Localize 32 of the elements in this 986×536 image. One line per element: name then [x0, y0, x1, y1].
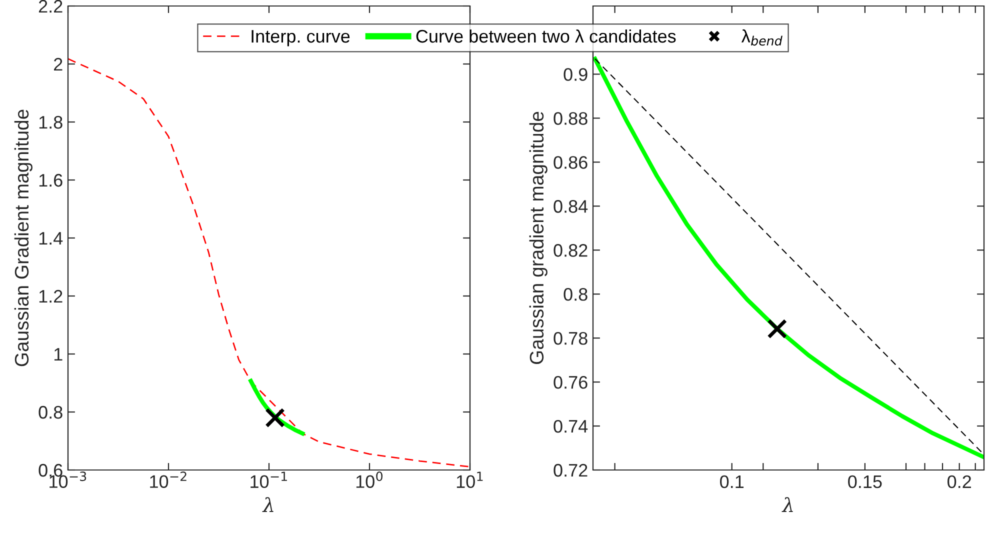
- y-tick-label: 1.4: [39, 232, 63, 245]
- y-tick-label: 1.6: [39, 174, 62, 187]
- legend-label: Interp. curve: [252, 30, 350, 46]
- x-tick-label: 0.15: [848, 475, 882, 488]
- y-tick-label: 0.8: [564, 288, 588, 301]
- x-tick-label: 10$^{0}$: [356, 472, 383, 488]
- x-tick-label: 0.1: [720, 475, 744, 488]
- legend-label: Curve between two λ candidates: [416, 29, 676, 43]
- x-tick-label: 10$^{−2}$: [150, 472, 186, 488]
- x-tick-label: 0.2: [948, 475, 971, 488]
- y-tick-label: 0.82: [554, 244, 588, 257]
- y-tick-label: 0.74: [554, 420, 588, 433]
- y-axis-title: Gaussian Gradient magnitude: [14, 110, 32, 366]
- y-tick-label: 2: [54, 58, 62, 71]
- y-tick-label: 0.88: [554, 112, 588, 125]
- y-tick-label: 2.2: [38, 0, 62, 13]
- legend-label: λ$_{bend}$: [741, 29, 782, 46]
- x-tick-label: 10$^{−1}$: [250, 472, 287, 488]
- y-tick-label: 0.84: [554, 200, 588, 213]
- y-axis-title: Gaussian gradient magnitude: [529, 112, 548, 364]
- x-axis-title: λ: [782, 497, 793, 512]
- y-tick-label: 1: [54, 348, 62, 361]
- y-tick-label: 0.78: [554, 332, 588, 345]
- x-axis-title: λ: [262, 497, 274, 512]
- x-tick-label: 10$^{1}$: [456, 472, 483, 488]
- y-tick-label: 0.8: [38, 406, 62, 419]
- y-tick-label: 1.2: [39, 290, 62, 303]
- y-tick-label: 0.76: [554, 376, 588, 389]
- y-tick-label: 0.72: [554, 464, 588, 477]
- y-tick-label: 1.8: [39, 116, 62, 129]
- y-tick-label: 0.9: [564, 68, 588, 81]
- y-tick-label: 0.86: [554, 156, 588, 169]
